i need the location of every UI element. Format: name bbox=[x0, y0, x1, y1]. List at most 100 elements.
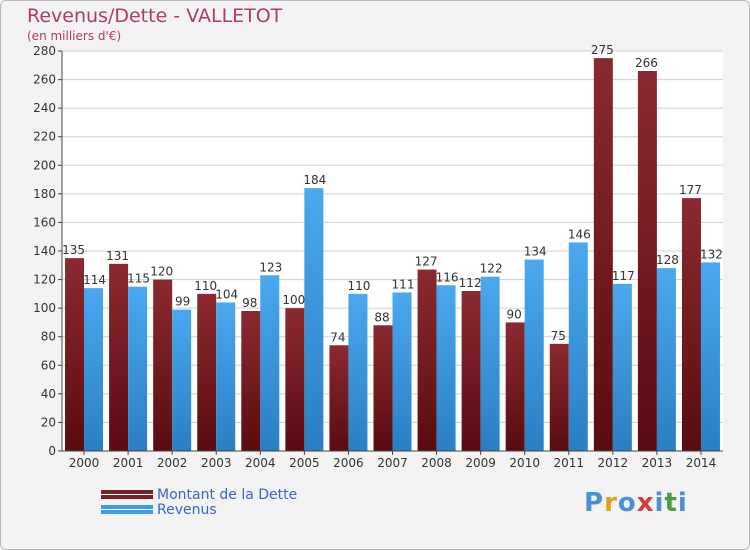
bar-revenus-2005 bbox=[304, 188, 324, 451]
legend-item-revenus: Revenus bbox=[101, 501, 297, 518]
bar-revenus-2001 bbox=[128, 286, 148, 451]
legend-label-dette: Montant de la Dette bbox=[157, 486, 298, 503]
bar-revenus-2012 bbox=[612, 283, 632, 451]
bar-revenus-2004 bbox=[260, 275, 280, 451]
legend-swatch-revenus bbox=[101, 505, 153, 514]
y-tick-label: 120 bbox=[33, 273, 56, 287]
data-label: 104 bbox=[215, 287, 238, 301]
bar-revenus-2006 bbox=[348, 293, 368, 451]
data-label: 184 bbox=[303, 173, 326, 187]
bar-dette-2005 bbox=[285, 308, 305, 451]
data-label: 131 bbox=[106, 249, 129, 263]
bars bbox=[65, 58, 720, 452]
data-label: 74 bbox=[330, 330, 345, 344]
data-label: 275 bbox=[591, 43, 614, 57]
y-tick-label: 240 bbox=[33, 101, 56, 115]
bar-dette-2010 bbox=[505, 322, 525, 451]
bar-revenus-2013 bbox=[656, 268, 676, 451]
x-tick-label: 2007 bbox=[377, 456, 408, 470]
bar-dette-2009 bbox=[461, 291, 481, 451]
data-label: 123 bbox=[259, 260, 282, 274]
y-tick-label: 60 bbox=[41, 358, 56, 372]
legend: Montant de la Dette Revenus bbox=[101, 486, 298, 518]
data-label: 134 bbox=[524, 245, 547, 259]
data-labels: 1351141311151209911010498123100184741108… bbox=[62, 43, 723, 344]
proxiti-logo: Proxiti bbox=[584, 488, 688, 518]
y-tick-label: 160 bbox=[33, 215, 56, 229]
y-tick-label: 200 bbox=[33, 158, 56, 172]
data-label: 88 bbox=[374, 310, 389, 324]
axes: 0 20 40 60 80 100 120 140 160 180 200 220 240 260 280 2… bbox=[33, 44, 723, 470]
x-tick-label: 2006 bbox=[333, 456, 364, 470]
data-label: 110 bbox=[347, 279, 370, 293]
y-tick-label: 20 bbox=[41, 415, 56, 429]
y-tick-label: 0 bbox=[48, 444, 56, 458]
data-label: 122 bbox=[480, 262, 503, 276]
x-tick-label: 2010 bbox=[509, 456, 540, 470]
legend-label-revenus: Revenus bbox=[157, 501, 217, 518]
chart-subtitle: (en milliers d'€) bbox=[27, 29, 122, 43]
bar-revenus-2003 bbox=[216, 302, 236, 451]
data-label: 127 bbox=[415, 255, 438, 269]
logo-letter: o bbox=[617, 488, 637, 518]
data-label: 146 bbox=[568, 227, 591, 241]
data-label: 120 bbox=[150, 265, 173, 279]
bar-dette-2008 bbox=[417, 269, 437, 451]
x-tick-label: 2001 bbox=[113, 456, 144, 470]
data-label: 100 bbox=[282, 293, 305, 307]
bar-revenus-2007 bbox=[392, 292, 412, 451]
legend-swatch-dette bbox=[101, 490, 153, 499]
data-label: 75 bbox=[551, 329, 566, 343]
y-tick-label: 140 bbox=[33, 244, 56, 258]
bar-revenus-2010 bbox=[524, 259, 544, 451]
bar-revenus-2014 bbox=[700, 262, 720, 451]
bar-dette-2006 bbox=[329, 345, 349, 451]
logo-letter: P bbox=[584, 488, 605, 518]
x-tick-label: 2012 bbox=[598, 456, 629, 470]
x-tick-label: 2000 bbox=[69, 456, 100, 470]
data-label: 114 bbox=[83, 273, 106, 287]
data-label: 111 bbox=[392, 277, 415, 291]
y-tick-label: 80 bbox=[41, 330, 56, 344]
data-label: 112 bbox=[459, 276, 482, 290]
logo-letter: i bbox=[677, 488, 688, 518]
bar-dette-2000 bbox=[65, 258, 85, 451]
data-label: 115 bbox=[127, 272, 150, 286]
bar-dette-2011 bbox=[549, 343, 569, 451]
logo-letter: x bbox=[636, 488, 655, 518]
x-tick-label: 2009 bbox=[465, 456, 496, 470]
bar-revenus-2002 bbox=[172, 309, 192, 451]
data-label: 135 bbox=[62, 243, 85, 257]
bar-dette-2012 bbox=[593, 58, 613, 452]
x-tick-label: 2002 bbox=[157, 456, 188, 470]
data-label: 266 bbox=[635, 56, 658, 70]
x-tick-label: 2008 bbox=[421, 456, 452, 470]
logo-letter: t bbox=[664, 488, 678, 518]
data-label: 110 bbox=[194, 279, 217, 293]
y-tick-label: 40 bbox=[41, 387, 56, 401]
x-tick-label: 2011 bbox=[553, 456, 584, 470]
bar-dette-2007 bbox=[373, 325, 393, 451]
legend-item-dette: Montant de la Dette bbox=[101, 486, 298, 503]
data-label: 132 bbox=[700, 247, 723, 261]
x-tick-label: 2013 bbox=[642, 456, 673, 470]
data-label: 99 bbox=[175, 295, 190, 309]
x-tick-label: 2014 bbox=[686, 456, 717, 470]
y-tick-label: 180 bbox=[33, 187, 56, 201]
y-tick-label: 220 bbox=[33, 130, 56, 144]
y-tick-label: 280 bbox=[33, 44, 56, 58]
data-label: 98 bbox=[242, 296, 257, 310]
chart-title: Revenus/Dette - VALLETOT bbox=[27, 5, 283, 27]
bar-dette-2002 bbox=[153, 279, 173, 451]
bar-dette-2014 bbox=[681, 198, 701, 451]
y-tick-label: 100 bbox=[33, 301, 56, 315]
bar-revenus-2011 bbox=[568, 242, 588, 451]
bar-dette-2004 bbox=[241, 311, 261, 451]
data-label: 117 bbox=[612, 269, 635, 283]
x-tick-label: 2003 bbox=[201, 456, 232, 470]
data-label: 116 bbox=[436, 270, 459, 284]
bar-revenus-2000 bbox=[84, 288, 104, 451]
logo-letter: i bbox=[654, 488, 665, 518]
x-tick-label: 2005 bbox=[289, 456, 320, 470]
